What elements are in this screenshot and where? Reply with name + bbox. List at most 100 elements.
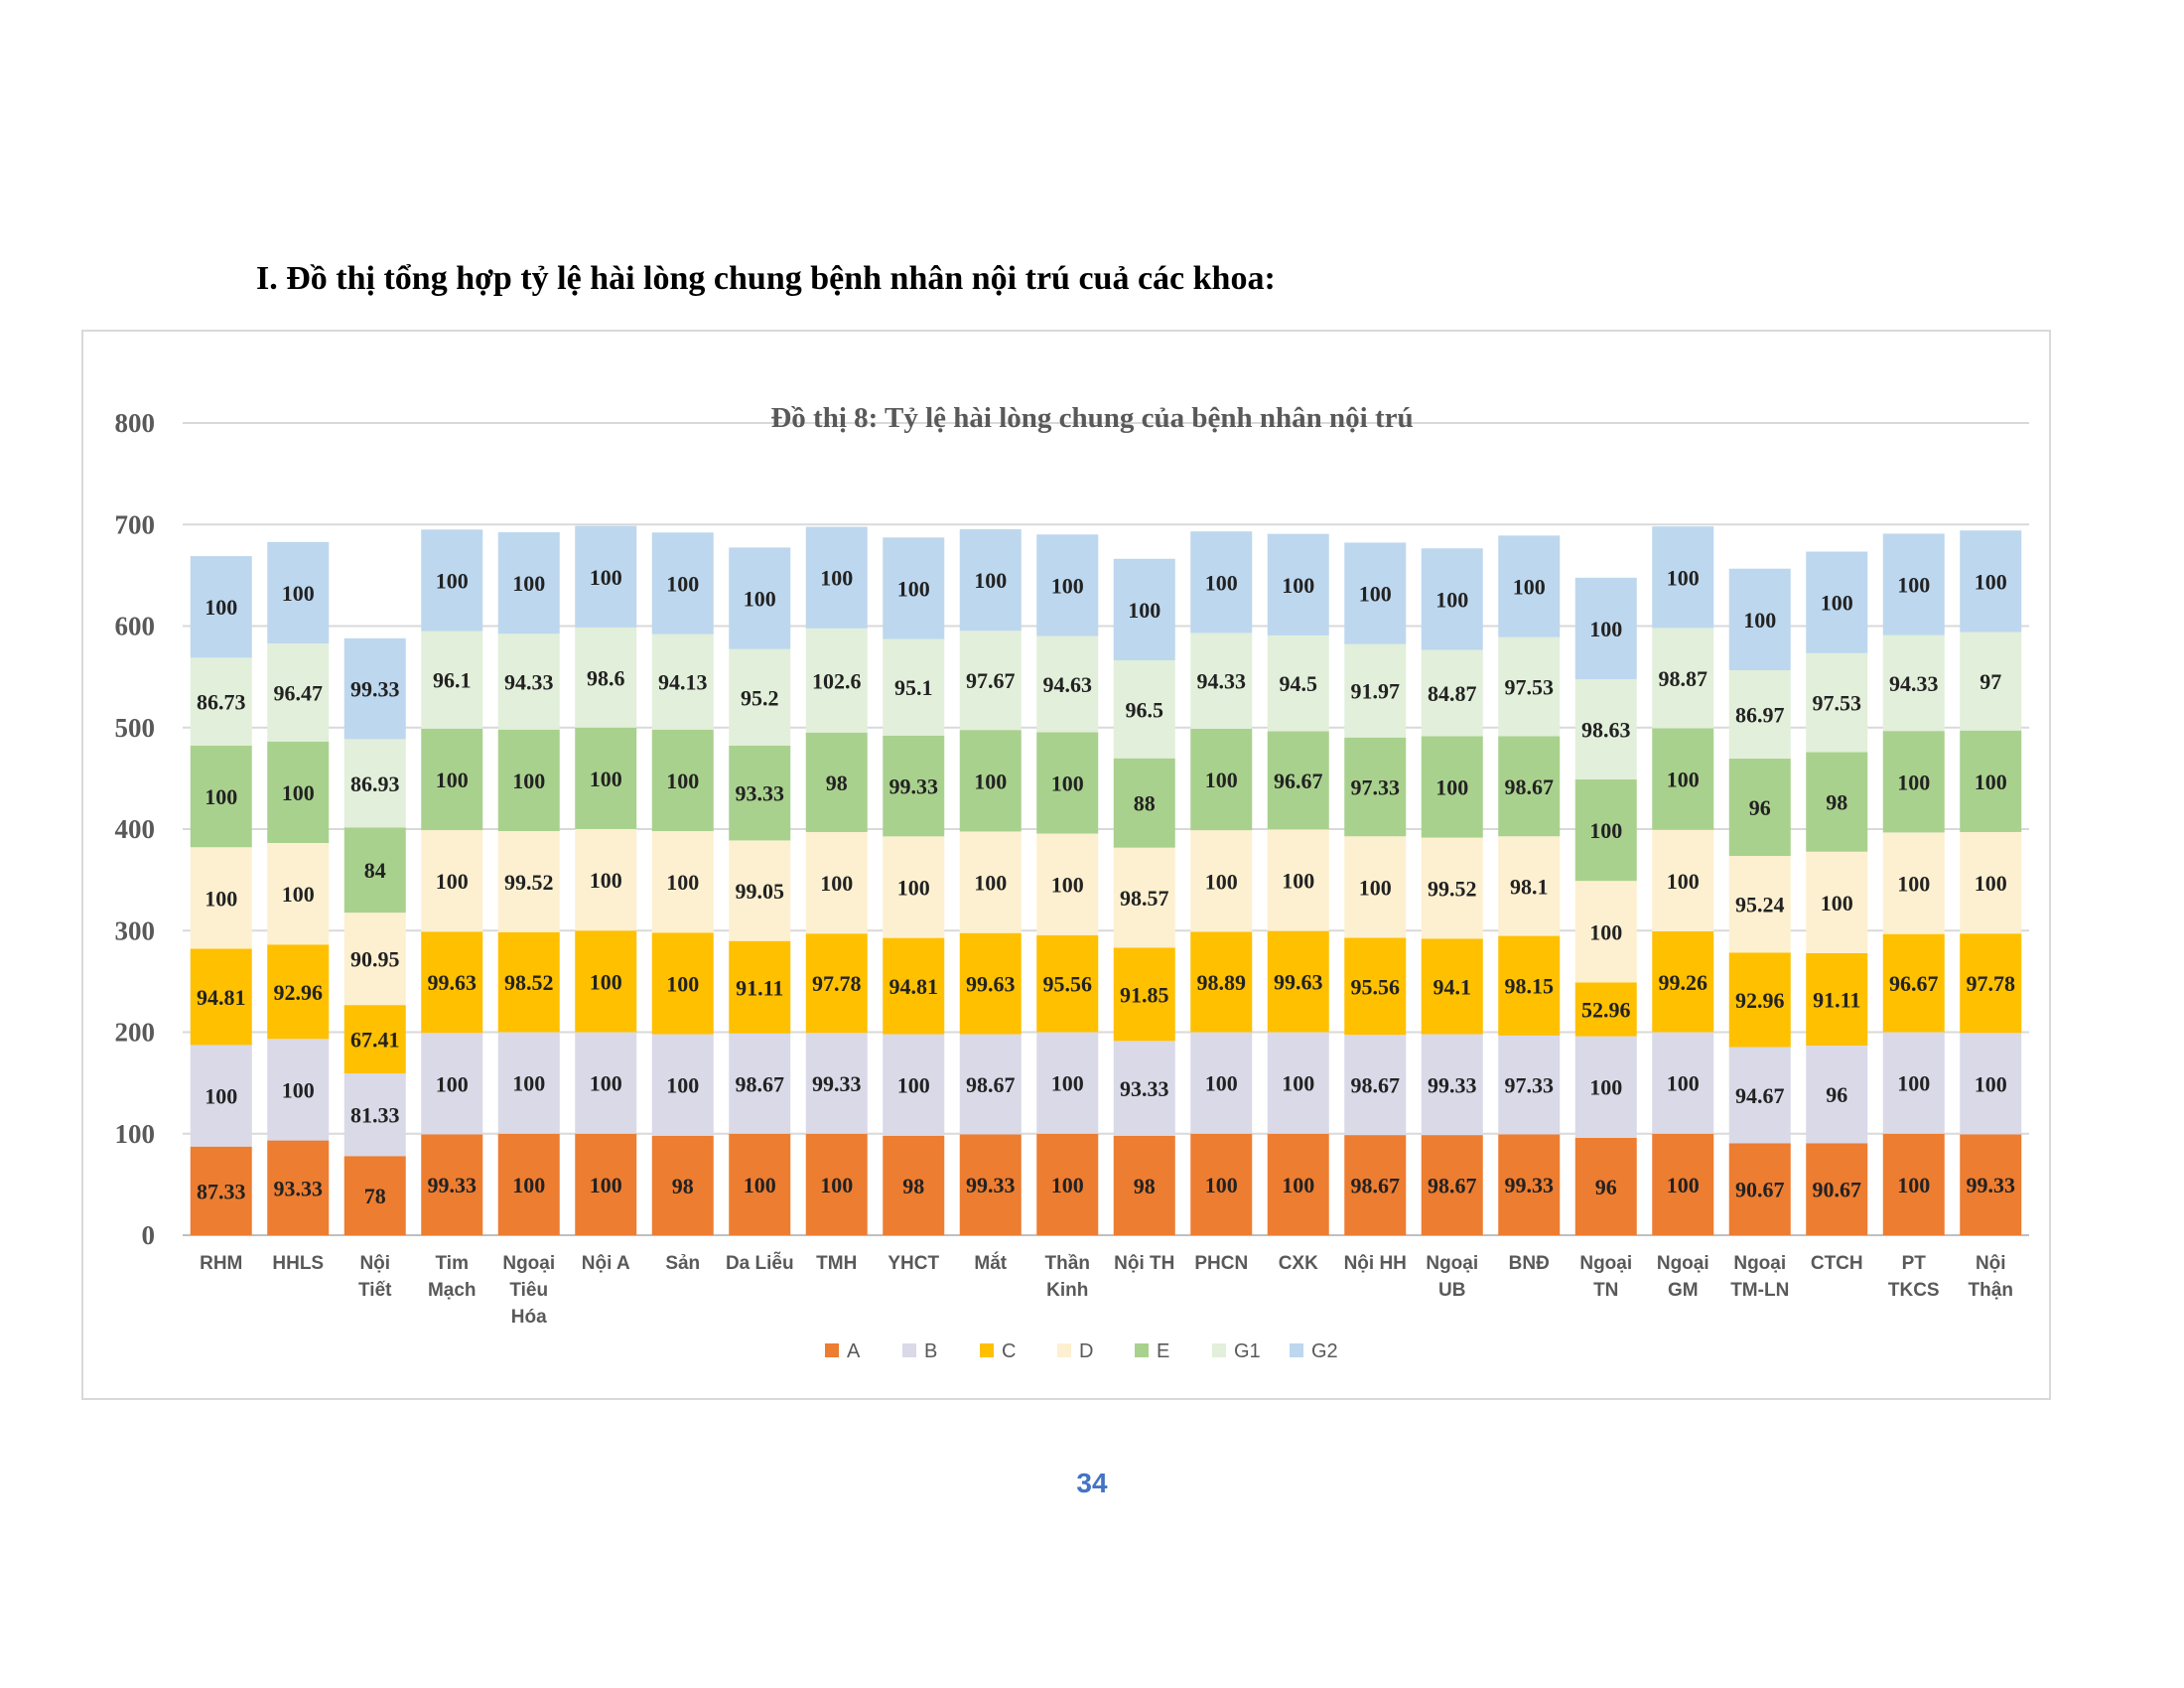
x-tick-label-line: Thần bbox=[1045, 1253, 1090, 1274]
x-tick-label-line: TKCS bbox=[1888, 1280, 1940, 1301]
bar-segment bbox=[651, 532, 714, 634]
bar-segment bbox=[1574, 679, 1637, 779]
data-label: 100 bbox=[1897, 1173, 1930, 1197]
data-label: 99.26 bbox=[1659, 970, 1708, 995]
data-label: 99.52 bbox=[1428, 876, 1477, 901]
bar-segment bbox=[421, 830, 483, 932]
bar-segment bbox=[575, 727, 637, 829]
bar-segment bbox=[1267, 930, 1329, 1033]
legend-label: B bbox=[924, 1340, 937, 1362]
data-label: 100 bbox=[897, 875, 930, 900]
data-label: 98.1 bbox=[1510, 874, 1549, 899]
legend-swatch bbox=[1057, 1343, 1071, 1357]
x-tick-label: Ngoại TM-LN bbox=[1730, 1253, 1789, 1301]
x-tick-label: Nội Thận bbox=[1969, 1253, 2013, 1301]
data-label: 100 bbox=[1359, 582, 1392, 607]
x-tick-label-line: TMH bbox=[816, 1253, 857, 1274]
data-label: 96 bbox=[1595, 1175, 1617, 1199]
data-label: 97.33 bbox=[1505, 1073, 1555, 1098]
bar-segment bbox=[805, 933, 868, 1034]
data-label: 99.33 bbox=[428, 1173, 478, 1197]
bar-segment bbox=[883, 638, 945, 736]
bar-segment bbox=[343, 1156, 406, 1235]
x-tick-label-line: CTCH bbox=[1811, 1253, 1863, 1274]
bar-segment bbox=[1344, 937, 1407, 1036]
data-label: 99.63 bbox=[966, 972, 1016, 997]
bar-segment bbox=[1728, 952, 1791, 1048]
bar-segment bbox=[1574, 778, 1637, 882]
x-tick-label: Ngoại Tiêu Hóa bbox=[502, 1253, 555, 1328]
chart-title: Đồ thị 8: Tỷ lệ hài lòng chung của bệnh … bbox=[770, 402, 1413, 434]
x-tick-label-line: PT bbox=[1902, 1253, 1927, 1274]
x-tick-label: Nội A bbox=[582, 1253, 630, 1274]
data-label: 94.33 bbox=[1889, 671, 1939, 696]
x-tick-label: TMH bbox=[816, 1253, 857, 1274]
data-label: 100 bbox=[436, 568, 469, 593]
bar-segment bbox=[805, 732, 868, 832]
x-tick-label: PT TKCS bbox=[1888, 1253, 1940, 1301]
bar-segment bbox=[1498, 535, 1561, 637]
bar-segment bbox=[1882, 832, 1945, 934]
bar-segment bbox=[1498, 935, 1561, 1036]
data-label: 97.33 bbox=[1351, 774, 1401, 799]
bar-segment bbox=[1652, 526, 1714, 629]
data-label: 100 bbox=[512, 571, 545, 596]
x-tick-label-line: TN bbox=[1593, 1280, 1618, 1301]
bar-segment bbox=[1652, 1032, 1714, 1134]
data-label: 100 bbox=[205, 784, 237, 809]
data-label: 97 bbox=[1979, 669, 2001, 694]
data-label: 100 bbox=[974, 568, 1007, 593]
gridlines bbox=[183, 422, 2029, 1236]
data-label: 94.33 bbox=[1197, 669, 1247, 694]
x-tick-label: YHCT bbox=[887, 1253, 939, 1274]
data-label: 98.15 bbox=[1505, 974, 1555, 999]
legend-label: D bbox=[1079, 1340, 1093, 1362]
data-label: 97.53 bbox=[1813, 691, 1862, 716]
bar-segment bbox=[1421, 1135, 1483, 1235]
bar-segment bbox=[1806, 652, 1868, 753]
data-label: 100 bbox=[1589, 617, 1622, 641]
data-label: 100 bbox=[1743, 608, 1776, 633]
bar-segment bbox=[1574, 577, 1637, 680]
data-label: 100 bbox=[436, 768, 469, 792]
bar-segment bbox=[1960, 831, 2022, 934]
page-number: 34 bbox=[1076, 1468, 1108, 1498]
data-label: 98 bbox=[902, 1174, 924, 1198]
bar-segment bbox=[959, 831, 1022, 933]
x-tick-label-line: Ngoại bbox=[1579, 1253, 1632, 1274]
data-label: 94.63 bbox=[1043, 672, 1093, 697]
data-label: 100 bbox=[1282, 573, 1314, 598]
bar-segment bbox=[1574, 1036, 1637, 1138]
bar-segment bbox=[959, 1134, 1022, 1235]
data-label: 95.1 bbox=[894, 675, 933, 700]
y-tick-label: 700 bbox=[115, 509, 156, 539]
data-label: 100 bbox=[1435, 587, 1468, 612]
bar-segment bbox=[421, 931, 483, 1034]
bar-segment bbox=[190, 657, 252, 747]
bar-segment bbox=[805, 628, 868, 733]
data-label: 100 bbox=[282, 581, 315, 606]
bar-segment bbox=[1190, 633, 1253, 729]
data-label: 96.47 bbox=[274, 680, 324, 705]
x-tick-label-line: UB bbox=[1438, 1280, 1465, 1301]
bar-segment bbox=[883, 1135, 945, 1235]
data-label: 94.33 bbox=[504, 670, 554, 695]
x-tick-label-line: Ngoại bbox=[1733, 1253, 1786, 1274]
bar-segment bbox=[1036, 534, 1099, 636]
data-label: 100 bbox=[590, 767, 622, 791]
bar-segment bbox=[343, 913, 406, 1006]
data-label: 81.33 bbox=[350, 1103, 400, 1128]
x-tick-label: RHM bbox=[200, 1253, 242, 1274]
data-label: 100 bbox=[1282, 1071, 1314, 1096]
data-label: 100 bbox=[436, 869, 469, 894]
bar-segment bbox=[1652, 628, 1714, 729]
data-label: 78 bbox=[364, 1184, 386, 1208]
legend-swatch bbox=[1212, 1343, 1226, 1357]
data-label: 93.33 bbox=[1120, 1076, 1169, 1101]
bar-segment bbox=[1806, 1143, 1868, 1235]
legend: A B C D E G1 G2 bbox=[825, 1340, 1338, 1362]
bar-segment bbox=[267, 541, 330, 644]
bar-segment bbox=[729, 940, 791, 1034]
data-label: 93.33 bbox=[736, 781, 785, 806]
data-label: 100 bbox=[1051, 1071, 1084, 1096]
